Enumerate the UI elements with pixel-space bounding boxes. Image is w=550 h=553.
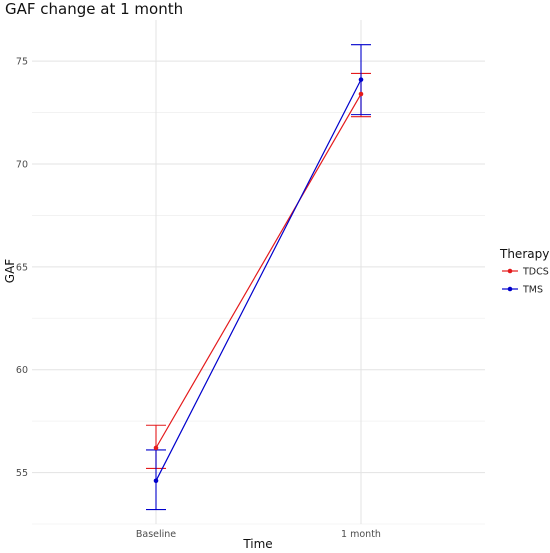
- y-tick-label: 75: [16, 57, 28, 68]
- data-point-tdcs: [153, 445, 159, 451]
- series-line-tms: [155, 79, 362, 482]
- legend-items: TDCS TMS: [502, 267, 549, 296]
- x-tick-label: Baseline: [136, 529, 176, 540]
- data-point-tdcs: [358, 91, 364, 97]
- x-tick-label: 1 month: [341, 529, 381, 540]
- legend-key-point-tms: [507, 286, 513, 292]
- y-tick-label: 65: [16, 262, 28, 273]
- legend-title: Therapy: [499, 247, 549, 261]
- legend: Therapy TDCS TMS: [499, 247, 549, 296]
- series-lines: [155, 79, 362, 482]
- legend-label-tms: TMS: [522, 285, 543, 296]
- y-axis-title: GAF: [3, 259, 17, 284]
- x-axis-title: Time: [242, 537, 272, 551]
- data-point-tms: [153, 478, 159, 484]
- y-tick-label: 60: [16, 365, 28, 376]
- legend-label-tdcs: TDCS: [522, 267, 549, 278]
- data-point-tms: [358, 77, 364, 82]
- x-tick-labels: Baseline 1 month: [136, 529, 381, 540]
- chart-title: GAF change at 1 month: [5, 0, 183, 18]
- series-line-tdcs: [155, 93, 362, 449]
- y-tick-label: 70: [16, 160, 28, 171]
- legend-key-point-tdcs: [507, 268, 513, 274]
- series-points: [153, 77, 364, 484]
- y-tick-label: 55: [16, 468, 28, 479]
- y-tick-labels: 55 60 65 70 75: [16, 57, 28, 479]
- error-bars: [146, 44, 371, 511]
